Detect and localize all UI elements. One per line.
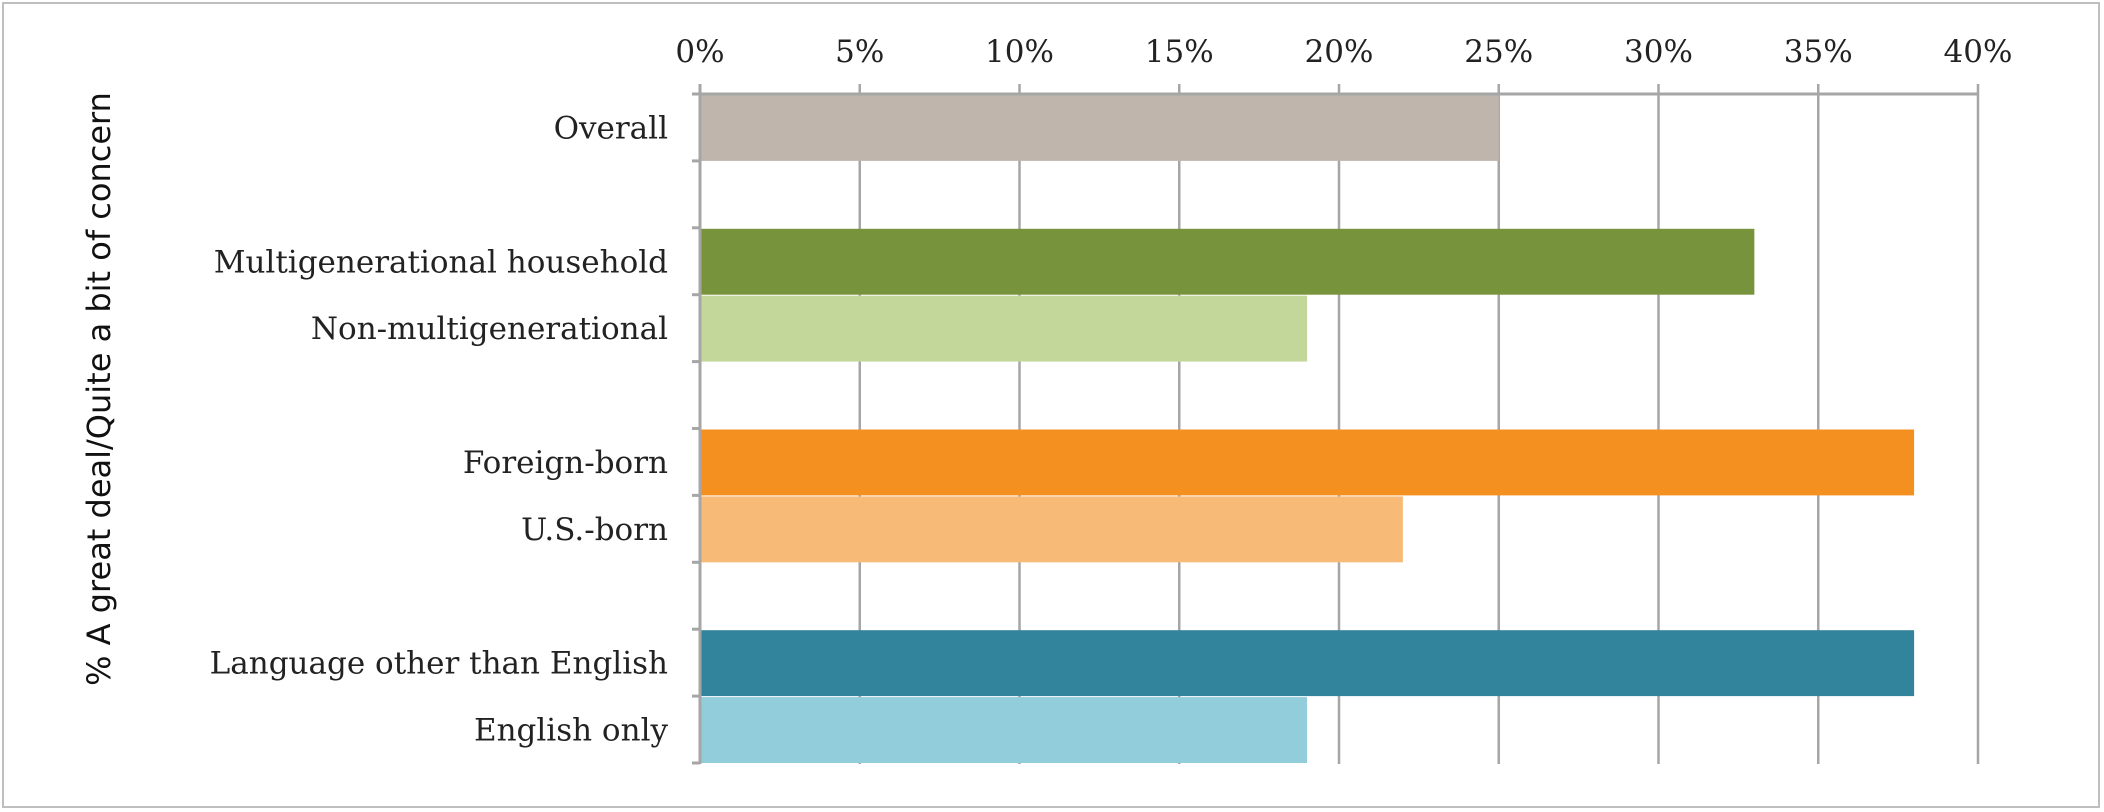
x-tick-label: 15% xyxy=(1145,34,1214,70)
category-label: Overall xyxy=(554,110,668,146)
bar xyxy=(700,496,1403,563)
x-tick-label: 30% xyxy=(1624,34,1693,70)
x-tick-labels: 0% 5% 10% 15% 20% 25% 30% 35% 40% xyxy=(675,34,2012,70)
bar xyxy=(700,95,1499,161)
bar xyxy=(700,429,1915,496)
x-tick-label: 20% xyxy=(1305,34,1374,70)
category-label: Language other than English xyxy=(210,646,668,682)
category-label: Non-multigenerational xyxy=(311,311,668,347)
bars xyxy=(700,95,1915,763)
x-tick-label: 10% xyxy=(985,34,1054,70)
bar xyxy=(700,630,1915,697)
bar xyxy=(700,228,1755,295)
category-label: English only xyxy=(474,713,669,749)
x-tick-label: 0% xyxy=(675,34,724,70)
bar xyxy=(700,295,1308,362)
bar xyxy=(700,697,1308,763)
x-tick-label: 35% xyxy=(1784,34,1853,70)
category-label: Foreign-born xyxy=(463,445,668,481)
y-axis-title: % A great deal/Quite a bit of concern xyxy=(80,92,118,686)
axes xyxy=(692,84,1978,765)
x-tick-label: 5% xyxy=(835,34,884,70)
category-label: Multigenerational household xyxy=(214,244,668,280)
x-tick-label: 25% xyxy=(1464,34,1533,70)
x-tick-label: 40% xyxy=(1944,34,2013,70)
category-labels: Overall Multigenerational household Non-mu… xyxy=(210,110,669,748)
category-label: U.S.-born xyxy=(521,512,668,548)
